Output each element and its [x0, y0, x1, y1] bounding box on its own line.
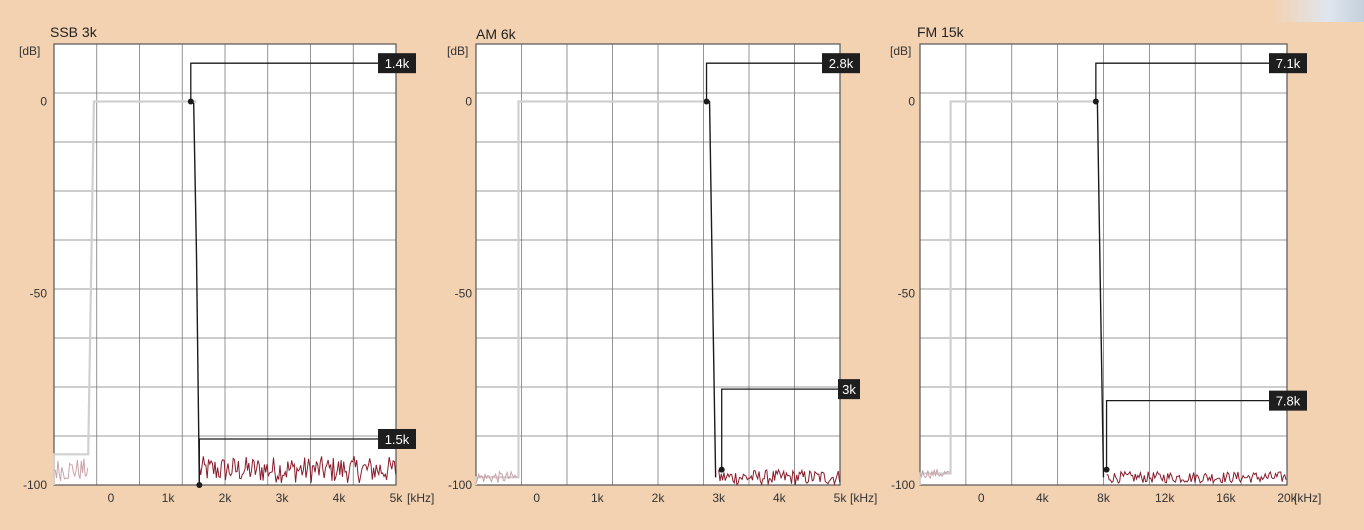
- marker-leader-line: [705, 62, 822, 102]
- marker-point: [1103, 466, 1110, 473]
- marker-label: 1.4k: [385, 56, 410, 71]
- y-tick-label: -100: [891, 478, 915, 492]
- marker-label: 7.8k: [1276, 394, 1301, 409]
- chart-panel-2: AM 6k [dB] [kHz] 0 -50 -100 0 1k 2k 3k 4k 5k 2.8k 3k: [447, 26, 877, 505]
- y-tick-label: -100: [23, 478, 47, 492]
- marker-point: [1092, 98, 1099, 105]
- chart-panel-3: FM 15k [dB] [kHz] 0 -50 -100 0 4k 8k 12k 16k 20k 7.1…: [890, 24, 1321, 505]
- x-tick-label: 1k: [162, 491, 176, 505]
- x-tick-label: 5k: [390, 491, 404, 505]
- marker-label: 1.5k: [385, 432, 410, 447]
- noise-floor-trace: [718, 468, 841, 486]
- reference-noise-trace: [475, 470, 518, 484]
- x-tick-label: 16k: [1216, 491, 1236, 505]
- marker-label-box: [378, 53, 416, 74]
- marker-point: [196, 482, 203, 488]
- x-tick-label: 2k: [219, 491, 233, 505]
- chart-title: FM 15k: [917, 24, 965, 40]
- y-tick-label: -50: [30, 286, 48, 300]
- marker-leader-line: [1105, 399, 1269, 470]
- reference-trace: [52, 100, 197, 485]
- marker-label-box: [822, 53, 860, 74]
- reference-noise-trace: [919, 469, 951, 480]
- y-tick-label: -100: [448, 478, 472, 492]
- y-tick-label: 0: [40, 95, 47, 109]
- chart-title: AM 6k: [476, 26, 517, 42]
- noise-floor-trace: [1106, 470, 1287, 485]
- marker-label: 7.1k: [1276, 56, 1301, 71]
- x-tick-label: 2k: [652, 491, 666, 505]
- y-axis-unit: [dB]: [19, 44, 40, 58]
- x-tick-label: 0: [978, 491, 985, 505]
- y-tick-label: -50: [898, 286, 916, 300]
- marker-label-box: [1269, 390, 1307, 411]
- x-axis-unit: [kHz]: [407, 491, 434, 505]
- corner-shading: [1274, 0, 1364, 22]
- y-tick-label: 0: [908, 95, 915, 109]
- marker-label-box: [378, 428, 416, 449]
- x-axis-unit: [kHz]: [850, 491, 877, 505]
- x-tick-label: 0: [108, 491, 115, 505]
- marker-point: [187, 98, 194, 105]
- x-tick-label: 4k: [333, 491, 347, 505]
- marker-label-box: [1269, 53, 1307, 74]
- x-tick-label: 5k: [834, 491, 848, 505]
- marker-label-box: [838, 379, 860, 400]
- reference-trace: [918, 100, 1098, 485]
- x-tick-label: 20k: [1277, 491, 1297, 505]
- y-axis-unit: [dB]: [890, 44, 911, 58]
- y-tick-label: -50: [455, 286, 473, 300]
- x-tick-label: 1k: [591, 491, 605, 505]
- x-tick-label: 4k: [773, 491, 787, 505]
- marker-leader-line: [190, 62, 378, 102]
- x-tick-label: 3k: [712, 491, 726, 505]
- y-axis-unit: [dB]: [447, 44, 468, 58]
- marker-label: 3k: [842, 382, 856, 397]
- marker-leader-line: [1095, 62, 1269, 102]
- marker-leader-line: [198, 438, 378, 485]
- noise-floor-trace: [198, 456, 397, 483]
- plot-frame: [919, 43, 1288, 486]
- x-tick-label: 0: [533, 491, 540, 505]
- y-tick-label: 0: [465, 95, 472, 109]
- reference-trace: [474, 100, 710, 485]
- plot-frame: [53, 43, 397, 486]
- marker-label: 2.8k: [829, 56, 854, 71]
- marker-point: [718, 466, 725, 473]
- reference-noise-trace: [54, 458, 89, 482]
- x-tick-label: 3k: [276, 491, 290, 505]
- marker-leader-line: [721, 388, 838, 470]
- plot-frame: [475, 43, 841, 486]
- x-tick-label: 8k: [1097, 491, 1111, 505]
- chart-panel-1: SSB 3k [dB] [kHz] 0 -50 -100 0 1k 2k 3k 4k 5k 1.4k 1.…: [19, 24, 434, 505]
- x-tick-label: 4k: [1036, 491, 1050, 505]
- marker-point: [703, 98, 710, 105]
- x-axis-unit: [kHz]: [1294, 491, 1321, 505]
- x-tick-label: 12k: [1155, 491, 1175, 505]
- chart-title: SSB 3k: [50, 24, 98, 40]
